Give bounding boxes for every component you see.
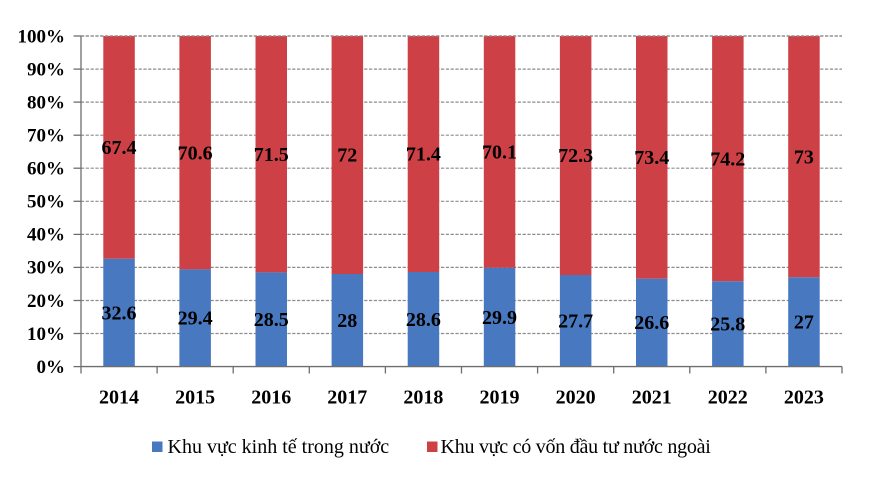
svg-text:40%: 40% xyxy=(27,225,65,246)
svg-text:27.7: 27.7 xyxy=(558,310,593,332)
svg-text:60%: 60% xyxy=(27,159,65,180)
svg-text:2018: 2018 xyxy=(403,387,443,409)
svg-text:67.4: 67.4 xyxy=(102,137,137,159)
svg-text:72.3: 72.3 xyxy=(558,145,593,167)
svg-text:50%: 50% xyxy=(27,192,65,213)
svg-text:Khu vực kinh tế trong nước: Khu vực kinh tế trong nước xyxy=(168,436,390,458)
svg-text:2021: 2021 xyxy=(632,387,672,409)
svg-text:2020: 2020 xyxy=(556,387,596,409)
svg-text:25.8: 25.8 xyxy=(710,314,745,336)
svg-text:2019: 2019 xyxy=(480,387,520,409)
svg-text:29.4: 29.4 xyxy=(178,308,213,330)
svg-text:70%: 70% xyxy=(27,126,65,147)
svg-text:80%: 80% xyxy=(27,92,65,113)
svg-text:29.9: 29.9 xyxy=(482,307,517,329)
svg-text:72: 72 xyxy=(337,145,357,167)
svg-text:28.6: 28.6 xyxy=(406,309,441,331)
svg-text:90%: 90% xyxy=(27,59,65,80)
svg-text:2022: 2022 xyxy=(708,387,748,409)
svg-text:28.5: 28.5 xyxy=(254,309,289,331)
svg-text:2017: 2017 xyxy=(327,387,367,409)
svg-text:74.2: 74.2 xyxy=(710,148,745,170)
svg-text:73.4: 73.4 xyxy=(634,147,669,169)
svg-text:2016: 2016 xyxy=(251,387,291,409)
svg-text:Khu vực có vốn đầu tư nước ngo: Khu vực có vốn đầu tư nước ngoài xyxy=(441,436,712,458)
svg-text:70.1: 70.1 xyxy=(482,142,517,164)
svg-text:73: 73 xyxy=(794,146,814,168)
svg-text:26.6: 26.6 xyxy=(634,312,669,334)
svg-text:71.5: 71.5 xyxy=(254,144,289,166)
svg-text:30%: 30% xyxy=(27,258,65,279)
svg-text:2015: 2015 xyxy=(175,387,215,409)
svg-text:0%: 0% xyxy=(37,357,66,378)
svg-text:28: 28 xyxy=(337,310,357,332)
svg-text:71.4: 71.4 xyxy=(406,144,441,166)
svg-text:27: 27 xyxy=(794,312,814,334)
svg-text:20%: 20% xyxy=(27,291,65,312)
svg-text:70.6: 70.6 xyxy=(178,142,213,164)
svg-text:2023: 2023 xyxy=(784,387,824,409)
svg-text:32.6: 32.6 xyxy=(102,302,137,324)
svg-text:100%: 100% xyxy=(18,26,66,47)
svg-text:10%: 10% xyxy=(27,324,65,345)
svg-text:2014: 2014 xyxy=(99,387,139,409)
